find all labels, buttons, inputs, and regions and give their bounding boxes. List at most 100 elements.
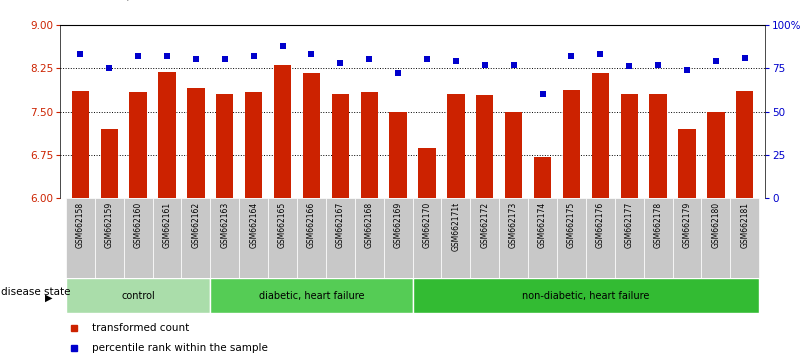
Text: GSM662160: GSM662160 bbox=[134, 202, 143, 249]
Bar bbox=[100, 129, 118, 198]
Point bbox=[652, 62, 665, 68]
Bar bbox=[332, 94, 349, 198]
Point bbox=[392, 70, 405, 76]
Text: GSM662173: GSM662173 bbox=[509, 202, 518, 249]
Bar bbox=[533, 156, 551, 198]
Text: GSM662165: GSM662165 bbox=[278, 202, 287, 249]
Bar bbox=[123, 198, 152, 278]
Text: GSM662161: GSM662161 bbox=[163, 202, 171, 249]
Text: non-diabetic, heart failure: non-diabetic, heart failure bbox=[522, 291, 650, 301]
Bar bbox=[297, 198, 326, 278]
Bar bbox=[95, 198, 123, 278]
Text: GSM662169: GSM662169 bbox=[393, 202, 403, 249]
Text: disease state: disease state bbox=[1, 287, 70, 297]
Bar bbox=[476, 95, 493, 198]
Text: control: control bbox=[121, 291, 155, 301]
Point bbox=[565, 53, 578, 59]
Bar bbox=[389, 112, 407, 198]
Text: GSM662179: GSM662179 bbox=[682, 202, 691, 249]
Bar bbox=[441, 198, 470, 278]
Point bbox=[276, 43, 289, 48]
Point bbox=[190, 57, 203, 62]
Point bbox=[160, 53, 173, 59]
Bar bbox=[187, 88, 204, 198]
Bar bbox=[499, 198, 528, 278]
Text: GSM662178: GSM662178 bbox=[654, 202, 662, 249]
Bar bbox=[216, 94, 233, 198]
Bar bbox=[355, 198, 384, 278]
Text: GSM662168: GSM662168 bbox=[364, 202, 374, 249]
Point bbox=[681, 67, 694, 73]
Point bbox=[594, 51, 606, 57]
Point bbox=[449, 58, 462, 64]
Text: percentile rank within the sample: percentile rank within the sample bbox=[92, 343, 268, 353]
Point bbox=[363, 57, 376, 62]
Bar bbox=[731, 198, 759, 278]
Bar bbox=[563, 90, 580, 198]
Point bbox=[536, 91, 549, 97]
Bar bbox=[586, 198, 614, 278]
Bar bbox=[557, 198, 586, 278]
Bar bbox=[245, 92, 262, 198]
Bar bbox=[130, 92, 147, 198]
Bar bbox=[644, 198, 673, 278]
Point bbox=[421, 57, 433, 62]
Bar bbox=[384, 198, 413, 278]
Bar bbox=[470, 198, 499, 278]
Bar bbox=[274, 65, 292, 198]
Bar bbox=[71, 91, 89, 198]
Text: GSM662175: GSM662175 bbox=[567, 202, 576, 249]
Point bbox=[305, 51, 318, 57]
Point bbox=[74, 51, 87, 57]
Point bbox=[478, 62, 491, 68]
Point bbox=[103, 65, 115, 71]
Point bbox=[131, 53, 144, 59]
Point bbox=[622, 64, 635, 69]
Bar bbox=[303, 73, 320, 198]
Bar bbox=[66, 198, 95, 278]
Bar bbox=[678, 129, 695, 198]
Bar bbox=[447, 94, 465, 198]
Text: GSM662171t: GSM662171t bbox=[451, 202, 461, 251]
Text: GSM662167: GSM662167 bbox=[336, 202, 344, 249]
Bar bbox=[181, 198, 211, 278]
Text: GSM662181: GSM662181 bbox=[740, 202, 749, 248]
Point bbox=[334, 60, 347, 66]
Bar bbox=[326, 198, 355, 278]
Point bbox=[710, 58, 723, 64]
Text: GSM662174: GSM662174 bbox=[538, 202, 547, 249]
Text: ▶: ▶ bbox=[45, 292, 52, 302]
Bar bbox=[673, 198, 702, 278]
Bar bbox=[650, 94, 666, 198]
Bar bbox=[736, 91, 754, 198]
Bar bbox=[528, 198, 557, 278]
Text: transformed count: transformed count bbox=[92, 322, 189, 332]
Text: GSM662166: GSM662166 bbox=[307, 202, 316, 249]
Text: GSM662158: GSM662158 bbox=[76, 202, 85, 249]
Text: GSM662177: GSM662177 bbox=[625, 202, 634, 249]
Bar bbox=[418, 148, 436, 198]
Text: GSM662159: GSM662159 bbox=[105, 202, 114, 249]
Text: GSM662172: GSM662172 bbox=[481, 202, 489, 249]
Text: diabetic, heart failure: diabetic, heart failure bbox=[259, 291, 364, 301]
Bar bbox=[239, 198, 268, 278]
Bar bbox=[268, 198, 297, 278]
Point bbox=[248, 53, 260, 59]
Text: GSM662164: GSM662164 bbox=[249, 202, 258, 249]
Bar bbox=[211, 278, 413, 313]
Text: GSM662162: GSM662162 bbox=[191, 202, 200, 249]
Bar bbox=[413, 198, 441, 278]
Bar bbox=[621, 94, 638, 198]
Bar bbox=[614, 198, 644, 278]
Text: GDS4314 / 7942417: GDS4314 / 7942417 bbox=[68, 0, 187, 2]
Text: GSM662180: GSM662180 bbox=[711, 202, 720, 249]
Bar bbox=[152, 198, 181, 278]
Bar bbox=[66, 278, 211, 313]
Text: GSM662163: GSM662163 bbox=[220, 202, 229, 249]
Bar bbox=[707, 112, 725, 198]
Point bbox=[739, 55, 751, 61]
Point bbox=[507, 62, 520, 68]
Bar bbox=[413, 278, 759, 313]
Bar bbox=[702, 198, 731, 278]
Text: GSM662176: GSM662176 bbox=[596, 202, 605, 249]
